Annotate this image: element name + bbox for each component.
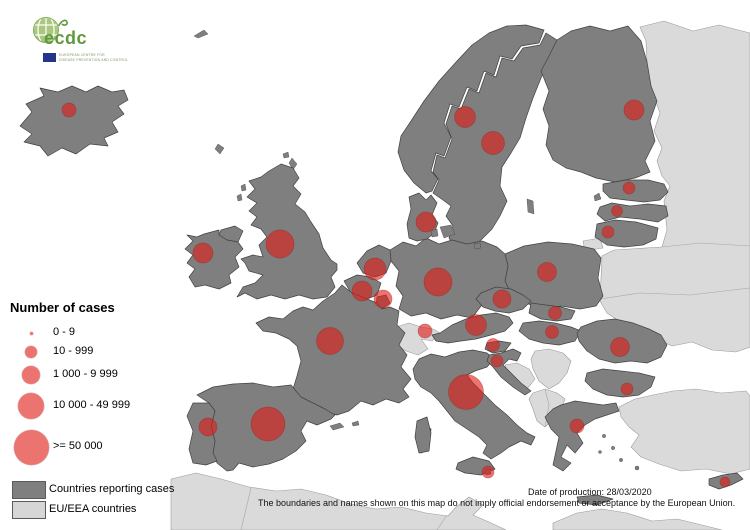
size-legend-label-1: 10 - 999 <box>53 345 94 357</box>
island-aegean-4 <box>598 450 602 454</box>
ecdc-wordmark: ecdc <box>44 28 88 48</box>
island-aegean-2 <box>611 446 615 450</box>
island-menorca <box>351 420 360 427</box>
size-legend-label-2: 1 000 - 9 999 <box>53 368 118 380</box>
island-hebrides-2 <box>236 193 243 202</box>
case-bubble-bulgaria <box>620 382 634 396</box>
case-bubble-latvia <box>611 205 623 217</box>
case-bubble-italy <box>448 374 484 410</box>
border-algeria-tunisia <box>436 514 448 530</box>
size-legend-label-4: >= 50 000 <box>53 440 103 452</box>
case-bubble-france <box>316 327 344 355</box>
case-bubble-germany <box>423 267 453 297</box>
border-belarus-ukraine <box>599 287 750 300</box>
island-faroe <box>214 143 225 155</box>
country-iceland <box>19 85 129 157</box>
size-legend-circle-4 <box>13 429 49 465</box>
area-legend-label-0: Countries reporting cases <box>49 483 175 495</box>
country-turkey <box>618 388 750 475</box>
country-russia-ukraine-belarus <box>599 20 750 353</box>
island-funen <box>430 228 439 238</box>
island-bornholm <box>473 242 482 250</box>
country-united-kingdom <box>236 163 338 300</box>
case-bubble-czechia <box>492 289 512 309</box>
case-bubble-malta <box>481 465 495 479</box>
ecdc-logo: ecdc EUROPEAN CENTRE FOR DISEASE PREVENT… <box>8 4 128 70</box>
size-legend-label-0: 0 - 9 <box>53 326 76 338</box>
island-saaremaa <box>593 192 602 202</box>
case-bubble-finland <box>623 99 645 121</box>
case-bubble-greece <box>569 418 585 434</box>
island-gotland <box>526 198 535 215</box>
ecdc-globe-icon <box>32 16 68 43</box>
case-bubble-slovakia <box>548 306 562 320</box>
case-bubble-layer <box>61 99 731 488</box>
map-disclaimer: The boundaries and names shown on this m… <box>258 498 736 508</box>
case-bubble-croatia <box>490 354 504 368</box>
country-libya-egypt-coast <box>552 508 723 530</box>
case-bubble-denmark <box>415 211 437 233</box>
area-legend-swatch-0 <box>12 481 46 499</box>
case-bubble-netherlands <box>363 257 387 281</box>
case-bubble-romania <box>610 337 630 357</box>
case-bubble-norway <box>454 106 476 128</box>
size-legend-circle-0 <box>29 331 33 335</box>
island-rhodes <box>634 465 640 471</box>
size-legend-circle-2 <box>22 366 40 384</box>
case-bubble-portugal <box>198 417 218 437</box>
country-north-africa-west <box>170 472 507 530</box>
case-bubble-liechtenstein <box>417 323 433 339</box>
case-bubble-belgium <box>351 280 373 302</box>
case-bubble-luxembourg <box>373 289 393 309</box>
size-legend-circle-3 <box>18 393 44 419</box>
country-serbia <box>530 348 572 390</box>
case-bubble-sweden <box>481 131 505 155</box>
island-crete <box>576 494 614 506</box>
country-estonia <box>602 179 669 203</box>
size-legend-label-3: 10 000 - 49 999 <box>53 399 131 411</box>
size-legend-title: Number of cases <box>10 300 115 315</box>
case-bubble-ireland <box>192 242 214 264</box>
case-bubble-poland <box>537 262 557 282</box>
case-bubble-iceland <box>61 102 77 118</box>
island-aegean-1 <box>602 434 606 438</box>
area-legend-label-1: EU/EEA countries <box>49 503 137 515</box>
case-bubble-hungary <box>545 325 559 339</box>
case-bubble-lithuania <box>601 225 615 239</box>
country-bulgaria <box>584 368 656 398</box>
island-zealand <box>439 224 456 239</box>
eu-flag-icon <box>43 53 56 62</box>
case-bubble-united-kingdom <box>265 229 295 259</box>
size-legend-circle-1 <box>25 346 37 358</box>
case-bubble-slovenia <box>486 338 500 352</box>
case-bubble-spain <box>250 406 286 442</box>
country-latvia <box>596 202 669 223</box>
island-sardinia <box>414 416 432 454</box>
border-morocco-algeria <box>240 487 252 530</box>
case-bubble-cyprus <box>719 476 731 488</box>
area-legend-swatch-1 <box>12 501 46 519</box>
country-finland <box>540 25 658 183</box>
case-bubble-estonia <box>622 181 636 195</box>
country-greece <box>544 400 620 472</box>
country-norway <box>397 24 545 194</box>
production-date: Date of production: 28/03/2020 <box>528 487 652 497</box>
case-bubble-austria <box>465 314 487 336</box>
border-russia-belarus <box>661 242 750 248</box>
island-jan-mayen <box>193 29 209 39</box>
ecdc-org-name: EUROPEAN CENTRE FOR DISEASE PREVENTION A… <box>59 53 129 62</box>
island-hebrides-1 <box>240 183 247 192</box>
island-orkney <box>282 151 290 159</box>
island-aegean-3 <box>619 458 623 462</box>
island-mallorca <box>329 422 345 431</box>
